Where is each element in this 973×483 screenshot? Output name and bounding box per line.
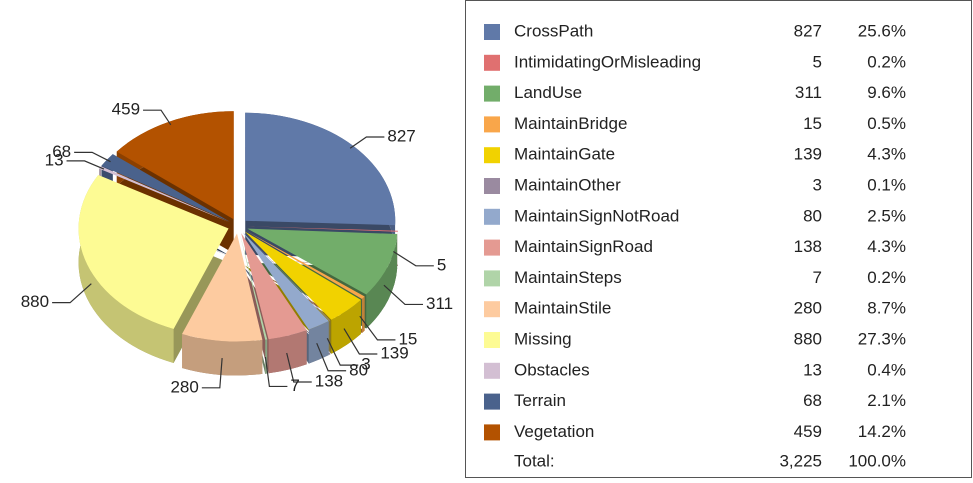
legend-label: Obstacles — [514, 360, 590, 379]
data-label: 280 — [170, 377, 198, 396]
legend-swatch — [484, 178, 500, 194]
legend-percent: 0.4% — [867, 360, 906, 379]
slice-wall — [330, 320, 331, 354]
data-label: 80 — [349, 360, 368, 379]
legend-value: 280 — [794, 299, 822, 318]
slice-wall — [362, 297, 365, 333]
legend-label: MaintainSignRoad — [514, 237, 653, 256]
data-label: 311 — [426, 294, 453, 313]
legend-percent: 4.3% — [867, 237, 906, 256]
legend-percent: 0.1% — [867, 175, 906, 194]
legend-value: 138 — [794, 237, 822, 256]
total-label: Total: — [514, 451, 555, 470]
legend-value: 459 — [794, 422, 822, 441]
legend-swatch — [484, 24, 500, 40]
legend-swatch — [484, 424, 500, 440]
legend-value: 7 — [813, 268, 822, 287]
legend-percent: 25.6% — [858, 21, 906, 40]
legend-label: MaintainSteps — [514, 268, 622, 287]
legend-percent: 14.2% — [858, 422, 906, 441]
legend-percent: 0.2% — [867, 52, 906, 71]
leader-line — [74, 152, 110, 161]
legend-swatch — [484, 240, 500, 256]
legend-value: 5 — [813, 52, 822, 71]
legend-percent: 9.6% — [867, 83, 906, 102]
legend-percent: 0.2% — [867, 268, 906, 287]
leader-line — [67, 161, 104, 169]
legend-value: 80 — [803, 206, 822, 225]
legend-percent: 4.3% — [867, 145, 906, 164]
legend-value: 827 — [794, 21, 822, 40]
legend-swatch — [484, 394, 500, 410]
legend-swatch — [484, 55, 500, 71]
legend-label: MaintainOther — [514, 175, 621, 194]
total-value: 3,225 — [779, 451, 822, 470]
legend-value: 139 — [794, 145, 822, 164]
pie-slice — [245, 113, 395, 225]
data-label: 138 — [315, 371, 343, 390]
legend-label: Missing — [514, 329, 572, 348]
legend-percent: 8.7% — [867, 299, 906, 318]
legend-label: MaintainGate — [514, 145, 615, 164]
legend-label: MaintainStile — [514, 299, 611, 318]
legend-label: MaintainBridge — [514, 114, 627, 133]
legend-percent: 2.5% — [867, 206, 906, 225]
legend-swatch — [484, 332, 500, 348]
legend-swatch — [484, 209, 500, 225]
data-label: 880 — [21, 292, 49, 311]
legend-swatch — [484, 116, 500, 132]
data-label: 7 — [290, 376, 299, 395]
legend-percent: 2.1% — [867, 391, 906, 410]
leader-line — [350, 137, 384, 148]
data-label: 827 — [387, 127, 415, 146]
leader-line — [143, 110, 171, 125]
legend-swatch — [484, 301, 500, 317]
legend-label: Vegetation — [514, 422, 594, 441]
legend-label: LandUse — [514, 83, 582, 102]
data-label: 459 — [112, 100, 140, 119]
legend-percent: 0.5% — [867, 114, 906, 133]
legend-label: Terrain — [514, 391, 566, 410]
legend-label: IntimidatingOrMisleading — [514, 52, 701, 71]
legend-swatch — [484, 147, 500, 163]
data-label: 68 — [52, 142, 71, 161]
legend-label: CrossPath — [514, 21, 593, 40]
legend-value: 13 — [803, 360, 822, 379]
legend-swatch — [484, 363, 500, 379]
legend-value: 880 — [794, 329, 822, 348]
legend-percent: 27.3% — [858, 329, 906, 348]
legend-swatch — [484, 270, 500, 286]
legend-value: 311 — [795, 83, 822, 102]
legend-value: 3 — [813, 175, 822, 194]
legend-value: 68 — [803, 391, 822, 410]
leader-line — [393, 251, 433, 265]
legend-label: MaintainSignNotRoad — [514, 206, 679, 225]
legend-swatch — [484, 86, 500, 102]
total-percent: 100.0% — [848, 451, 906, 470]
legend-value: 15 — [803, 114, 822, 133]
data-label: 139 — [380, 343, 408, 362]
data-label: 5 — [437, 255, 446, 274]
